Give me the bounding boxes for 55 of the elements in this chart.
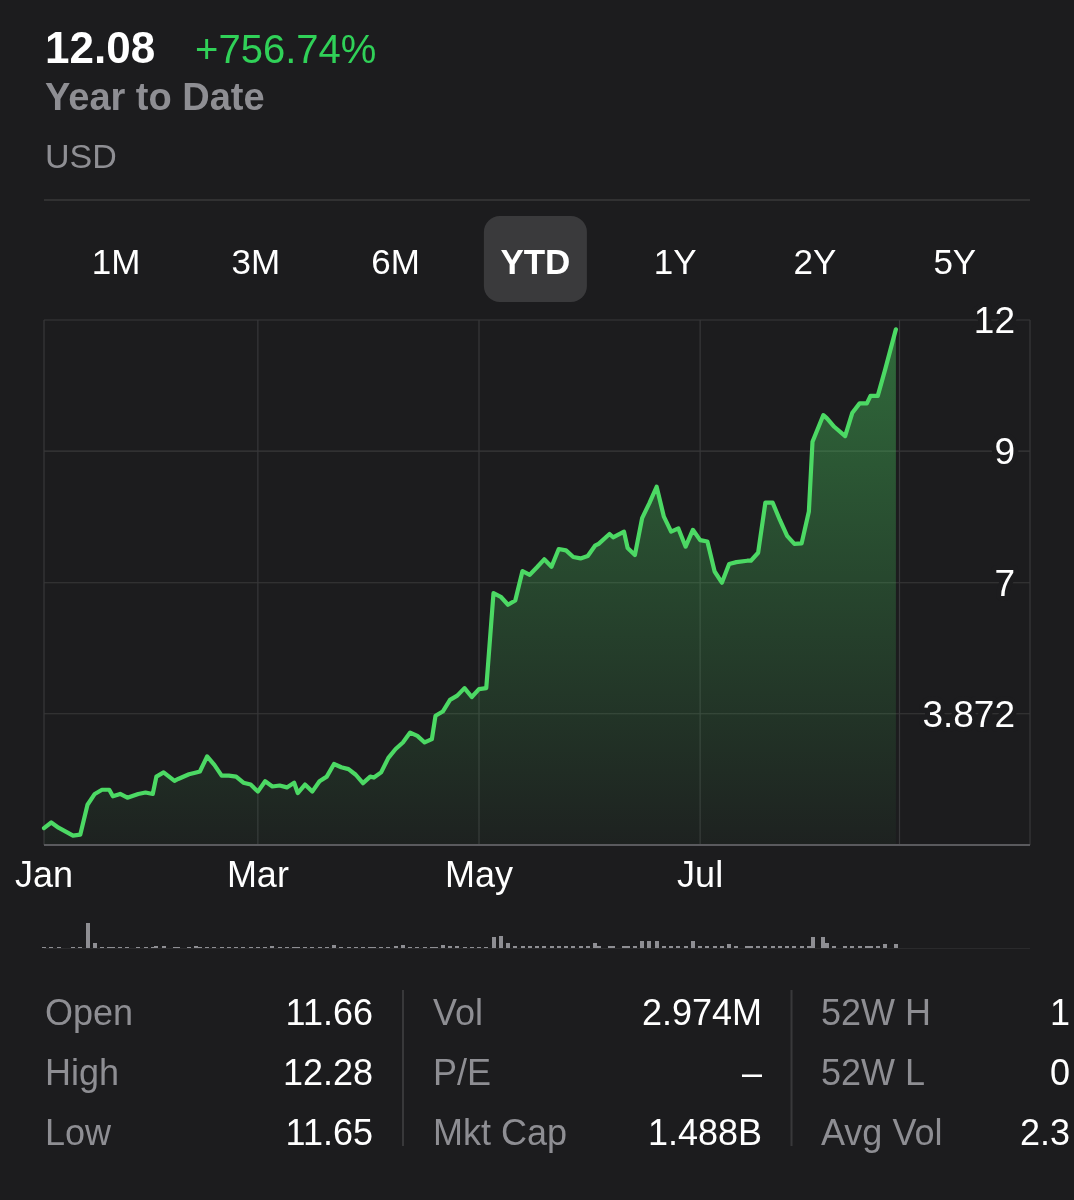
text: Vol <box>433 992 484 1033</box>
x-tick-label: May <box>444 854 514 895</box>
y-tick-label: 12 <box>973 299 1015 341</box>
bar <box>593 943 597 948</box>
text: 6M <box>371 242 420 281</box>
text: USD <box>45 137 117 175</box>
bar <box>810 937 815 948</box>
y-tick-label: 9 <box>994 430 1015 472</box>
text: +756.74% <box>195 27 377 71</box>
x-tick-label: Jan <box>14 854 74 895</box>
bar <box>640 941 645 948</box>
text: 11.65 <box>285 1112 373 1153</box>
bar <box>690 940 695 948</box>
bar <box>440 945 445 948</box>
bar <box>92 943 97 948</box>
bar <box>883 943 887 948</box>
bar <box>491 937 496 948</box>
bar <box>400 944 405 948</box>
text: 0 <box>1049 1052 1070 1093</box>
y-tick-label: 7 <box>994 562 1015 604</box>
text: 1.488B <box>647 1112 762 1153</box>
chart-title: 12.08 <box>45 23 156 72</box>
text: 1 <box>1049 992 1070 1033</box>
y-tick-label: 3.872 <box>922 693 1015 735</box>
text: 12.28 <box>282 1052 373 1093</box>
text: 2.3 <box>1019 1112 1070 1153</box>
bar <box>727 943 732 948</box>
text: 1M <box>91 242 141 281</box>
x-tick-label: Jul <box>677 854 724 895</box>
text: Open <box>45 992 134 1033</box>
text: – <box>741 1052 762 1093</box>
text: Mkt Cap <box>433 1112 568 1153</box>
text: Low <box>45 1112 113 1153</box>
text: YTD <box>500 242 571 281</box>
text: Avg Vol <box>821 1112 943 1153</box>
bar <box>821 937 826 948</box>
text: 5Y <box>933 242 977 281</box>
text: 2Y <box>793 242 837 281</box>
text: 52W L <box>821 1052 926 1093</box>
bar <box>498 936 503 948</box>
bar <box>85 923 90 948</box>
bar <box>654 941 659 948</box>
bar <box>506 943 510 948</box>
bar <box>893 943 898 948</box>
chart-subtitle: Year to Date <box>45 76 265 118</box>
text: 52W H <box>821 992 932 1033</box>
bar <box>647 940 652 948</box>
x-tick-label: Mar <box>226 854 289 895</box>
text: 11.66 <box>285 992 373 1033</box>
bar <box>332 945 336 948</box>
text: 1Y <box>653 242 697 281</box>
text: 3M <box>231 242 281 281</box>
text: 2.974M <box>641 992 762 1033</box>
text: P/E <box>433 1052 492 1093</box>
text: High <box>45 1052 120 1093</box>
